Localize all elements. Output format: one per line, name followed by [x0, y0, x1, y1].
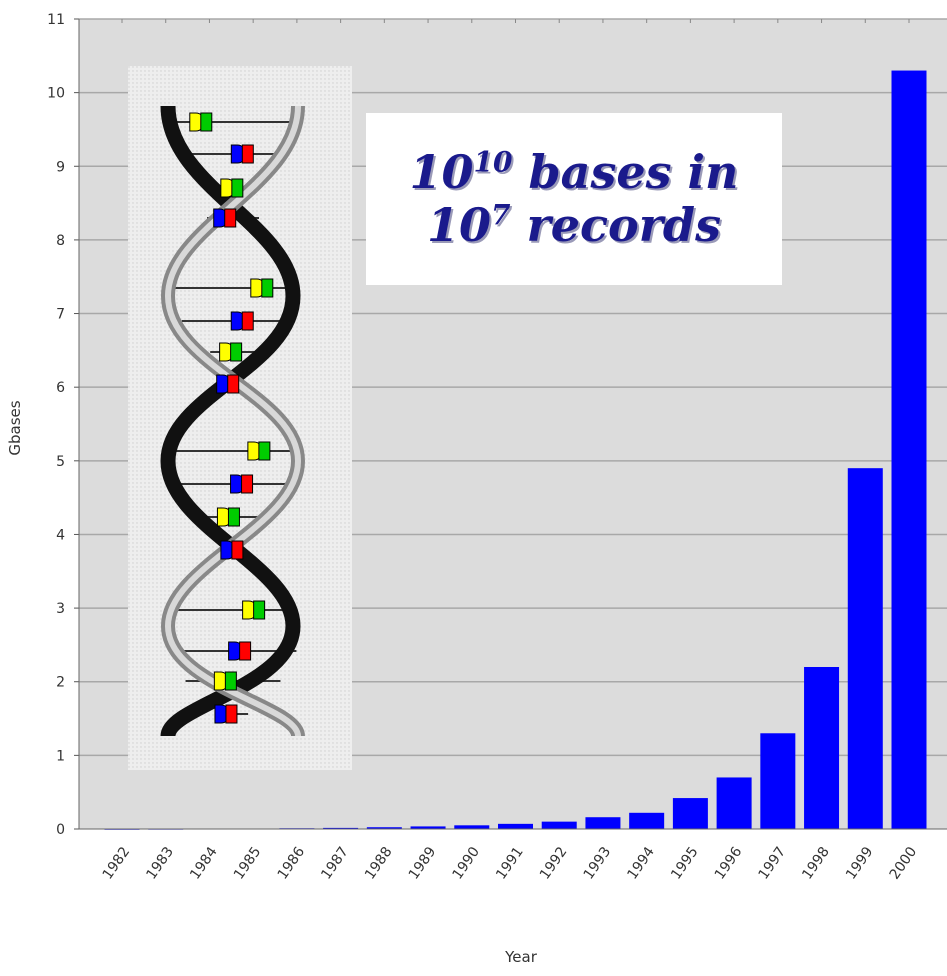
nucleotide-base [224, 671, 237, 691]
annotation-line-2: 107 records [426, 198, 721, 252]
bar-1996 [716, 777, 752, 829]
bar-1999 [847, 468, 883, 829]
bar-1994 [629, 812, 665, 829]
nucleotide-base [241, 311, 254, 331]
nucleotide-base [227, 374, 240, 394]
y-tick-label: 4 [56, 527, 65, 543]
bar-1987 [323, 827, 359, 829]
x-tick-label: 1996 [712, 844, 746, 882]
y-tick-label: 2 [56, 675, 65, 691]
bar-2000 [891, 70, 927, 829]
bar-1995 [672, 798, 708, 829]
helix-strand-front-highlight [164, 105, 302, 737]
y-tick-labels: 0 1 2 3 4 5 6 7 8 9 10 11 [47, 12, 65, 838]
y-tick-label: 9 [56, 159, 65, 175]
nucleotide-base [230, 342, 243, 362]
y-tick-label: 7 [56, 307, 65, 323]
dna-illustration [128, 66, 352, 770]
bar-1993 [585, 817, 621, 829]
nucleotide-base [239, 641, 252, 661]
y-tick-label: 8 [56, 233, 65, 249]
y-tick-label: 5 [56, 454, 65, 470]
bar-1991 [498, 823, 533, 829]
x-tick-label: 1991 [493, 844, 527, 882]
nucleotide-base [200, 112, 213, 132]
nucleotide-base [231, 178, 244, 198]
dna-panel-background [128, 66, 352, 770]
y-tick-label: 10 [47, 86, 65, 102]
nucleotide-base [241, 474, 254, 494]
x-tick-label: 1987 [318, 844, 352, 882]
x-tick-label: 1984 [187, 844, 221, 882]
x-tick-label: 1997 [756, 844, 790, 882]
x-tick-label: 1990 [450, 844, 484, 882]
nucleotide-base [227, 507, 240, 527]
nucleotide-base [241, 144, 254, 164]
nucleotide-base [231, 540, 244, 560]
x-tick-label: 1985 [231, 844, 265, 882]
nucleotide-base [224, 208, 237, 228]
x-axis-label: Year [504, 948, 538, 966]
y-tick-label: 11 [47, 12, 65, 28]
bar-1997 [760, 733, 796, 829]
x-tick-label: 2000 [887, 844, 921, 882]
bar-1990 [454, 825, 490, 829]
bar-1992 [541, 821, 577, 829]
bars [104, 70, 927, 830]
annotation-line-1: 1010 bases in [409, 145, 739, 200]
x-tick-label: 1993 [581, 844, 615, 882]
bar-1988 [366, 827, 402, 829]
annotation-box: 1010 bases in 107 records [366, 113, 782, 285]
x-tick-label: 1998 [799, 844, 833, 882]
y-tick-label: 6 [56, 380, 65, 396]
nucleotide-base [258, 441, 271, 461]
dna-double-helix-icon [128, 66, 352, 770]
x-tick-label: 1995 [668, 844, 702, 882]
nucleotide-base [225, 704, 238, 724]
x-tick-label: 1992 [537, 844, 571, 882]
x-tick-label: 1982 [100, 844, 134, 882]
axes [74, 18, 947, 830]
y-axis-label: Gbases [6, 400, 24, 455]
x-tick-label: 1994 [624, 844, 658, 882]
x-tick-label: 1983 [143, 844, 177, 882]
nucleotide-bases [189, 112, 274, 724]
nucleotide-base [261, 278, 274, 298]
x-tick-label: 1989 [406, 844, 440, 882]
bar-1998 [804, 667, 840, 829]
x-tick-labels: 1982 1983 1984 1985 1986 1987 1988 1989 1990 1991… [100, 844, 921, 882]
y-tick-label: 3 [56, 601, 65, 617]
bar-1989 [410, 826, 446, 829]
x-tick-label: 1986 [275, 844, 309, 882]
helix-strand-back [160, 105, 301, 738]
y-tick-label: 0 [56, 822, 65, 838]
x-tick-label: 1999 [843, 844, 877, 882]
x-tick-label: 1988 [362, 844, 396, 882]
y-tick-label: 1 [56, 748, 65, 764]
nucleotide-base [253, 600, 266, 620]
